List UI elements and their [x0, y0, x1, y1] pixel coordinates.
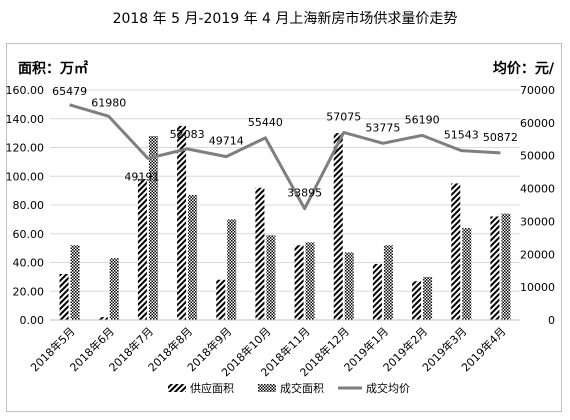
left-tick-label: 140.00	[6, 113, 45, 126]
left-tick-label: 80.00	[13, 199, 45, 212]
right-tick-label: 70000	[520, 84, 555, 97]
deal-area-bar	[462, 228, 472, 320]
deal-area-bar	[188, 194, 198, 320]
left-tick-label: 0.00	[20, 314, 45, 327]
left-tick-label: 120.00	[6, 142, 45, 155]
price-data-label: 65479	[52, 85, 87, 98]
deal-area-bar	[501, 213, 511, 320]
deal-area-bar	[344, 252, 354, 320]
supply-area-bar	[333, 133, 343, 320]
avg-price-line	[69, 103, 501, 211]
price-data-label: 49191	[124, 170, 159, 183]
right-tick-label: 40000	[520, 183, 555, 196]
left-tick-label: 20.00	[13, 285, 45, 298]
deal-area-bar	[383, 245, 393, 320]
price-data-label: 57075	[326, 110, 361, 123]
supply-area-bar	[294, 245, 304, 320]
chart-title: 2018 年 5 月-2019 年 4 月上海新房市场供求量价走势	[112, 11, 458, 27]
legend-label: 供应面积	[190, 381, 234, 395]
left-tick-label: 100.00	[6, 170, 45, 183]
right-axis-title: 均价：元/	[492, 61, 554, 77]
deal-area-bar	[227, 219, 237, 320]
left-axis-title: 面积：万㎡	[18, 61, 88, 77]
supply-area-bar	[177, 125, 187, 320]
price-data-label: 50872	[483, 131, 518, 144]
supply-area-bar	[98, 317, 108, 320]
supply-area-bar	[216, 279, 226, 320]
deal-area-bar	[148, 136, 158, 320]
right-tick-label: 60000	[520, 117, 555, 130]
price-data-label: 49714	[209, 135, 244, 148]
supply-area-bar	[255, 187, 265, 320]
price-data-label: 33895	[287, 187, 322, 200]
left-tick-label: 40.00	[13, 257, 45, 270]
right-tick-label: 10000	[520, 281, 555, 294]
deal-area-bar	[109, 258, 119, 320]
deal-area-bar	[305, 242, 315, 320]
left-tick-label: 60.00	[13, 228, 45, 241]
deal-area-bar	[423, 276, 433, 320]
chart-frame	[6, 43, 562, 412]
price-data-label: 52083	[170, 128, 205, 141]
right-tick-label: 50000	[520, 150, 555, 163]
supply-area-bar	[451, 183, 461, 320]
price-data-label: 56190	[405, 113, 440, 126]
right-tick-label: 30000	[520, 215, 555, 228]
supply-area-bar	[490, 216, 500, 320]
price-data-label: 51543	[444, 129, 479, 142]
right-tick-label: 20000	[520, 248, 555, 261]
legend-swatch	[168, 384, 186, 392]
price-data-label: 61980	[91, 96, 126, 109]
right-tick-label: 0	[548, 314, 555, 327]
price-data-label: 55440	[248, 116, 283, 129]
left-tick-label: 160.00	[6, 84, 45, 97]
deal-area-bar	[266, 235, 276, 320]
price-data-label: 53775	[365, 121, 400, 134]
supply-area-bar	[137, 179, 147, 320]
deal-area-bar	[70, 245, 80, 320]
supply-area-bar	[412, 281, 422, 320]
supply-area-bar	[59, 274, 69, 320]
legend-label: 成交均价	[366, 381, 410, 395]
legend-label: 成交面积	[280, 381, 324, 395]
supply-area-bar	[372, 263, 382, 320]
legend-swatch	[258, 384, 276, 392]
